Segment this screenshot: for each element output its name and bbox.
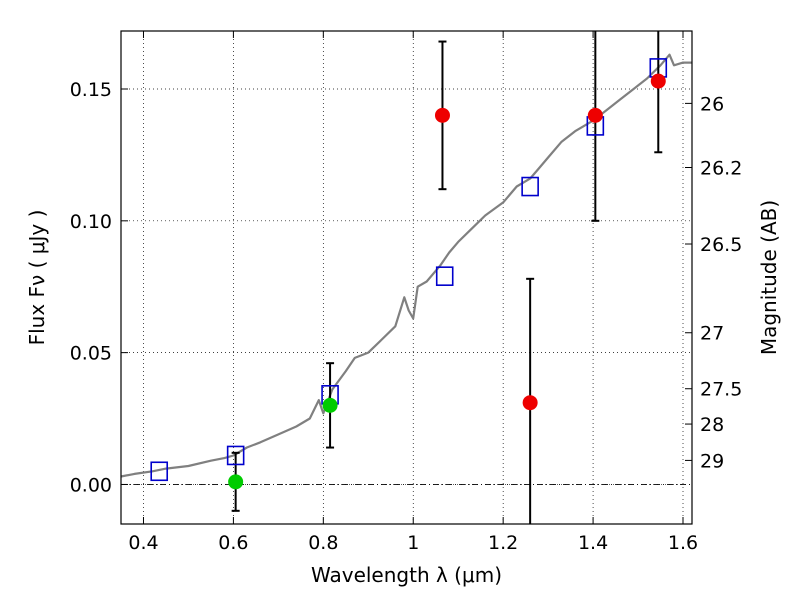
x-axis-label: Wavelength λ (μm) xyxy=(311,563,502,587)
sed-curve xyxy=(120,53,692,478)
x-tick-label: 1.2 xyxy=(488,532,518,554)
detection-point xyxy=(650,73,666,89)
y-tick-label: 0.00 xyxy=(70,474,112,496)
y2-tick-label: 26.5 xyxy=(700,234,742,256)
model-photometry-square xyxy=(150,461,169,482)
y2-tick-label: 28 xyxy=(700,414,724,436)
y2-tick-label: 27 xyxy=(700,323,724,345)
y-tick-label: 0.15 xyxy=(70,79,112,101)
x-tick-label: 0.8 xyxy=(308,532,338,554)
detection-point xyxy=(587,107,603,123)
detection-point xyxy=(322,397,338,413)
y2-axis-label: Magnitude (AB) xyxy=(757,200,781,355)
y-axis-label: Flux Fν ( μJy ) xyxy=(25,210,49,346)
y-tick-label: 0.10 xyxy=(70,211,112,233)
model-photometry-square xyxy=(226,445,245,466)
x-tick-label: 1.6 xyxy=(668,532,698,554)
y2-tick-label: 26 xyxy=(700,93,724,115)
sed-curve-layer xyxy=(120,53,692,478)
y2-tick-label: 29 xyxy=(700,450,724,472)
y-tick-label: 0.05 xyxy=(70,343,112,365)
y2-tick-label: 27.5 xyxy=(700,379,742,401)
plot-frame xyxy=(120,30,693,525)
x-tick-label: 0.4 xyxy=(128,532,158,554)
error-bars xyxy=(231,31,663,524)
detection-point xyxy=(522,395,538,411)
model-photometry-square xyxy=(435,266,454,286)
grid xyxy=(121,31,692,524)
y2-tick-label: 26.2 xyxy=(700,157,742,179)
detection-point xyxy=(434,107,450,123)
x-tick-label: 1 xyxy=(407,532,419,554)
x-tick-label: 0.6 xyxy=(218,532,248,554)
x-tick-label: 1.4 xyxy=(578,532,608,554)
detection-point xyxy=(228,474,244,490)
axis-ticks: 0.4 0.6 0.8 1 1.2 1.4 1.6 0.00 0.05 0.10 0.15 26 26.… xyxy=(70,31,742,554)
model-photometry-square xyxy=(521,176,539,197)
detection-points xyxy=(228,73,666,490)
